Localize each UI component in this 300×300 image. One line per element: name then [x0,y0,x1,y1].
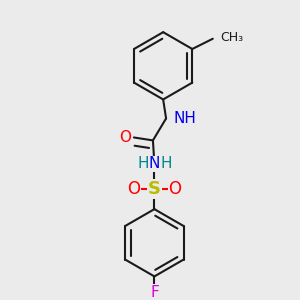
Text: S: S [148,180,161,198]
Text: F: F [150,285,159,300]
Text: H: H [160,156,172,171]
Text: NH: NH [173,111,196,126]
Text: O: O [168,180,182,198]
Text: H: H [137,156,149,171]
Text: N: N [149,156,160,171]
Text: CH₃: CH₃ [220,31,243,44]
Text: O: O [119,130,131,145]
Text: O: O [128,180,140,198]
